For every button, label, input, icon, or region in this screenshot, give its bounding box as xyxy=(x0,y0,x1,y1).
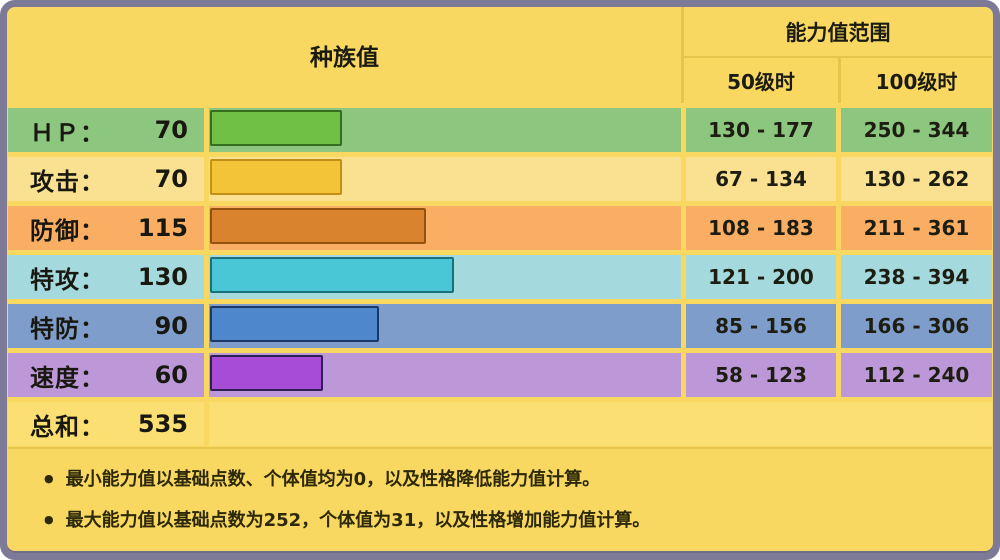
stat-value: 115 xyxy=(137,214,188,242)
stat-name: 特防： xyxy=(30,314,105,343)
stat-value: 60 xyxy=(154,361,188,389)
stat-label-cell: 特攻： 130 xyxy=(8,255,204,299)
stat-range-level100: 211 - 361 xyxy=(841,206,992,250)
stat-value: 70 xyxy=(154,165,188,193)
stat-bar-track xyxy=(209,353,681,397)
stat-bar-track xyxy=(209,108,681,152)
footnotes: ● 最小能力值以基础点数、个体值均为0，以及性格降低能力值计算。 ● 最大能力值… xyxy=(8,447,992,532)
bullet-icon: ● xyxy=(44,471,54,485)
stat-bar xyxy=(210,159,342,195)
stat-name: 速度： xyxy=(30,363,105,392)
bullet-icon: ● xyxy=(44,512,54,526)
stat-label-cell: 特防： 90 xyxy=(8,304,204,348)
stat-bar-track xyxy=(209,206,681,250)
stat-name: 特攻： xyxy=(30,265,105,294)
stat-bar-track xyxy=(209,255,681,299)
total-name: 总和： xyxy=(30,412,105,441)
stat-range-level50: 58 - 123 xyxy=(686,353,836,397)
stats-table: 种族值 能力值范围 50级时 100级时 ＨＰ： 70 xyxy=(8,7,992,547)
stat-range-level50: 85 - 156 xyxy=(686,304,836,348)
stat-row-attack: 攻击： 70 67 - 134 130 - 262 xyxy=(8,157,992,201)
stat-value: 130 xyxy=(137,263,188,291)
stat-range-level50: 67 - 134 xyxy=(686,157,836,201)
base-stats-header-cell: 种族值 xyxy=(8,7,681,103)
stat-bar-track xyxy=(209,157,681,201)
level-50-column-header: 50级时 xyxy=(727,70,795,94)
base-stats-title: 种族值 xyxy=(310,45,379,71)
range-header-cell: 能力值范围 50级时 100级时 xyxy=(681,7,992,103)
stat-row-sp-attack: 特攻： 130 121 - 200 238 - 394 xyxy=(8,255,992,299)
stat-label-cell: 攻击： 70 xyxy=(8,157,204,201)
footnote-max-text: 最大能力值以基础点数为252，个体值为31，以及性格增加能力值计算。 xyxy=(65,510,651,531)
stat-range-level50: 121 - 200 xyxy=(686,255,836,299)
stat-range-level100: 166 - 306 xyxy=(841,304,992,348)
stat-label-cell: 速度： 60 xyxy=(8,353,204,397)
footnote-max: ● 最大能力值以基础点数为252，个体值为31，以及性格增加能力值计算。 xyxy=(44,506,972,532)
stat-value: 90 xyxy=(154,312,188,340)
total-row: 总和： 535 xyxy=(8,402,992,446)
stat-range-level50: 108 - 183 xyxy=(686,206,836,250)
stat-row-hp: ＨＰ： 70 130 - 177 250 - 344 xyxy=(8,108,992,152)
stat-bar xyxy=(210,257,454,293)
total-row-filler xyxy=(209,402,992,446)
footnote-min: ● 最小能力值以基础点数、个体值均为0，以及性格降低能力值计算。 xyxy=(44,465,972,491)
stat-label-cell: 防御： 115 xyxy=(8,206,204,250)
stat-range-level100: 250 - 344 xyxy=(841,108,992,152)
range-header-title: 能力值范围 xyxy=(684,7,992,58)
stat-bar-track xyxy=(209,304,681,348)
total-value: 535 xyxy=(137,410,188,438)
stat-name: 防御： xyxy=(30,216,105,245)
stat-range-level100: 130 - 262 xyxy=(841,157,992,201)
table-header: 种族值 能力值范围 50级时 100级时 xyxy=(8,7,992,103)
stat-row-sp-defense: 特防： 90 85 - 156 166 - 306 xyxy=(8,304,992,348)
total-label-cell: 总和： 535 xyxy=(8,402,204,446)
stat-bar xyxy=(210,306,379,342)
stat-bar xyxy=(210,110,342,146)
stat-bar xyxy=(210,355,323,391)
range-subheader: 50级时 100级时 xyxy=(684,58,992,103)
stat-name: ＨＰ： xyxy=(30,118,105,147)
stat-range-level100: 112 - 240 xyxy=(841,353,992,397)
stat-range-level100: 238 - 394 xyxy=(841,255,992,299)
level-100-column-header: 100级时 xyxy=(838,58,992,103)
stat-range-level50: 130 - 177 xyxy=(686,108,836,152)
stat-bar xyxy=(210,208,426,244)
stat-name: 攻击： xyxy=(30,167,105,196)
footnote-min-text: 最小能力值以基础点数、个体值均为0，以及性格降低能力值计算。 xyxy=(65,469,601,490)
stat-label-cell: ＨＰ： 70 xyxy=(8,108,204,152)
stat-value: 70 xyxy=(154,116,188,144)
stat-row-defense: 防御： 115 108 - 183 211 - 361 xyxy=(8,206,992,250)
stat-row-speed: 速度： 60 58 - 123 112 - 240 xyxy=(8,353,992,397)
